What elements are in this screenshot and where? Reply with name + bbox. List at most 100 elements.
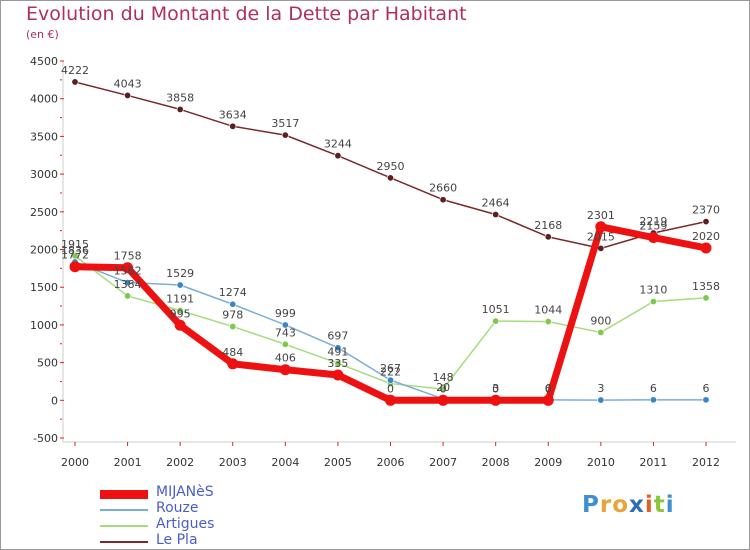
data-label: 3244 xyxy=(324,138,352,151)
x-tick-label: 2004 xyxy=(271,456,299,469)
data-label: 0 xyxy=(492,382,499,395)
legend-label: Rouze xyxy=(156,500,199,516)
data-label: 3858 xyxy=(166,91,194,104)
y-tick-label: 0 xyxy=(51,394,58,407)
logo-letter: r xyxy=(599,492,613,518)
data-point xyxy=(439,196,447,204)
data-label: 2464 xyxy=(482,197,510,210)
legend-label: MIJANèS xyxy=(156,484,214,500)
data-label: 1836 xyxy=(61,244,89,257)
data-label: 491 xyxy=(327,345,348,358)
data-point xyxy=(174,319,186,331)
data-point xyxy=(385,394,396,406)
x-tick-label: 2005 xyxy=(324,456,352,469)
data-label: 222 xyxy=(380,366,401,379)
data-label: 0 xyxy=(387,382,394,395)
data-point xyxy=(227,358,239,370)
data-point xyxy=(647,232,659,244)
data-label: 3 xyxy=(492,382,499,395)
y-tick-label: 1500 xyxy=(30,281,58,294)
data-label: 697 xyxy=(327,330,348,343)
data-point xyxy=(386,174,394,182)
legend-swatch xyxy=(100,525,148,527)
legend-swatch xyxy=(100,509,148,511)
legend-swatch xyxy=(100,490,148,499)
x-tick-label: 2000 xyxy=(61,456,89,469)
data-point xyxy=(229,300,237,308)
x-tick-label: 2001 xyxy=(114,456,142,469)
data-label: 2301 xyxy=(587,209,615,222)
data-label: 1274 xyxy=(219,286,247,299)
y-tick-label: 500 xyxy=(37,357,58,370)
data-point xyxy=(492,211,500,219)
data-point xyxy=(229,122,237,130)
data-label: 1562 xyxy=(114,265,142,278)
data-label: 1310 xyxy=(639,284,667,297)
data-label: 406 xyxy=(275,352,296,365)
data-point xyxy=(542,394,554,406)
data-point xyxy=(281,131,289,139)
data-label: 6 xyxy=(703,382,710,395)
logo-letter: i xyxy=(644,492,654,518)
data-point xyxy=(281,340,289,348)
data-label: 6 xyxy=(545,382,552,395)
data-point xyxy=(597,328,605,336)
data-label: 2015 xyxy=(587,230,615,243)
data-point xyxy=(124,292,132,300)
data-point xyxy=(492,317,500,325)
data-point xyxy=(386,376,394,384)
series-layer xyxy=(69,78,712,406)
legend-label: Le Pla xyxy=(156,532,198,548)
data-point xyxy=(122,262,134,274)
y-tick-label: 4500 xyxy=(30,55,58,68)
data-point xyxy=(595,221,607,233)
data-label: 2020 xyxy=(692,230,720,243)
y-tick-label: 2500 xyxy=(30,206,58,219)
data-label: 1384 xyxy=(114,278,142,291)
x-tick-label: 2012 xyxy=(692,456,720,469)
data-label: 900 xyxy=(590,314,611,327)
x-tick-label: 2002 xyxy=(166,456,194,469)
data-label: 1915 xyxy=(61,238,89,251)
data-point xyxy=(700,242,712,254)
x-tick-label: 2006 xyxy=(377,456,405,469)
x-tick-label: 2008 xyxy=(482,456,510,469)
data-point xyxy=(124,279,132,287)
data-point xyxy=(544,233,552,241)
x-tick-label: 2007 xyxy=(429,456,457,469)
data-label: 267 xyxy=(380,362,401,375)
data-label: 0 xyxy=(545,382,552,395)
chart-axes: -500050010001500200025003000350040004500… xyxy=(30,55,736,469)
data-point xyxy=(176,281,184,289)
data-label: 20 xyxy=(436,381,450,394)
data-label: 2159 xyxy=(639,220,667,233)
data-label: 1051 xyxy=(482,303,510,316)
data-label: 743 xyxy=(275,326,296,339)
data-label: 2950 xyxy=(377,160,405,173)
logo-letter: t xyxy=(653,492,666,518)
data-label: 2219 xyxy=(639,215,667,228)
data-point xyxy=(69,261,81,273)
data-point xyxy=(702,218,710,226)
x-tick-label: 2009 xyxy=(534,456,562,469)
data-label: 6 xyxy=(650,382,657,395)
data-label: 4222 xyxy=(61,64,89,77)
data-point xyxy=(439,385,447,393)
data-label: 995 xyxy=(170,307,191,320)
data-label: 2168 xyxy=(534,219,562,232)
data-label: 335 xyxy=(327,357,348,370)
data-point xyxy=(229,323,237,331)
data-point xyxy=(176,105,184,113)
data-point xyxy=(334,152,342,160)
data-point xyxy=(597,396,605,404)
data-label: 1772 xyxy=(61,249,89,262)
data-point xyxy=(332,369,344,381)
data-point xyxy=(281,321,289,329)
data-label: 3 xyxy=(597,382,604,395)
data-point xyxy=(649,396,657,404)
logo-letter: o xyxy=(612,492,630,518)
data-point xyxy=(437,394,449,406)
data-label: 1758 xyxy=(114,250,142,263)
legend-label: Artigues xyxy=(156,516,215,532)
